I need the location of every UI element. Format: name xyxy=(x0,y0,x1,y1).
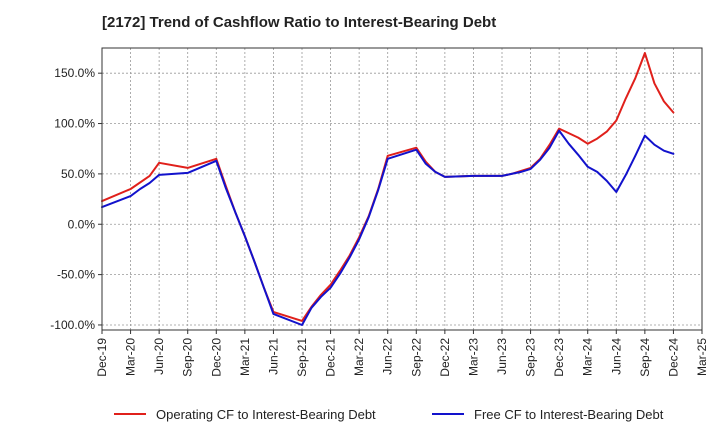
series-line-free-cf xyxy=(101,129,675,326)
x-tick-label: Sep-24 xyxy=(638,338,652,377)
y-tick-label: -50.0% xyxy=(57,268,95,282)
x-tick-label: Sep-23 xyxy=(524,338,538,377)
chart-title: [2172] Trend of Cashflow Ratio to Intere… xyxy=(102,14,497,31)
x-tick-label: Dec-19 xyxy=(95,338,109,377)
y-tick-label: -100.0% xyxy=(50,318,95,332)
axis-layer: -100.0% -50.0% 0.0% 50.0% 100.0% 150.0% Dec-19… xyxy=(50,47,709,377)
x-tick-label: Mar-23 xyxy=(466,338,480,376)
series-layer xyxy=(101,52,675,326)
x-tick-label: Sep-21 xyxy=(295,338,309,377)
x-tick-label: Jun-23 xyxy=(495,338,509,375)
x-tick-label: Jun-21 xyxy=(266,338,280,375)
x-tick-label: Dec-24 xyxy=(666,338,680,377)
x-tick-label: Mar-24 xyxy=(581,338,595,376)
x-tick-label: Mar-20 xyxy=(124,338,138,376)
plot-frame xyxy=(101,47,703,331)
y-tick-label: 50.0% xyxy=(61,167,95,181)
x-tick-label: Jun-20 xyxy=(152,338,166,375)
x-tick-label: Dec-20 xyxy=(209,338,223,377)
x-tick-label: Mar-25 xyxy=(695,338,709,376)
x-tick-label: Sep-20 xyxy=(181,338,195,377)
x-tick-label: Jun-22 xyxy=(381,338,395,375)
grid-layer xyxy=(101,48,703,330)
legend-label: Free CF to Interest-Bearing Debt xyxy=(474,407,664,422)
y-tick-label: 100.0% xyxy=(54,117,95,131)
x-tick-label: Mar-21 xyxy=(238,338,252,376)
x-tick-label: Dec-21 xyxy=(324,338,338,377)
legend: Operating CF to Interest-Bearing Debt Fre… xyxy=(114,407,664,422)
x-tick-label: Sep-22 xyxy=(409,338,423,377)
x-tick-label: Dec-23 xyxy=(552,338,566,377)
y-tick-label: 0.0% xyxy=(68,217,96,231)
y-tick-label: 150.0% xyxy=(54,66,95,80)
legend-label: Operating CF to Interest-Bearing Debt xyxy=(156,407,376,422)
x-tick-label: Jun-24 xyxy=(609,338,623,375)
x-tick-label: Mar-22 xyxy=(352,338,366,376)
x-tick-label: Dec-22 xyxy=(438,338,452,377)
